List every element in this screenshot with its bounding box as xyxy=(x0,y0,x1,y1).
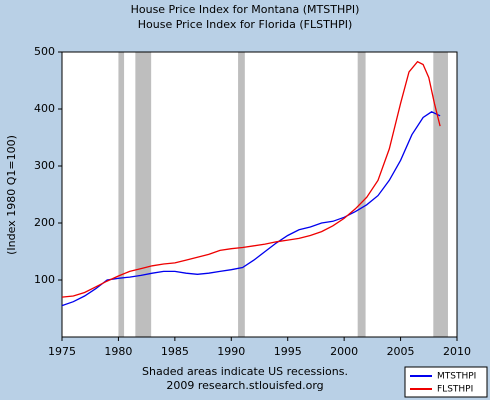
x-tick-label: 1990 xyxy=(217,345,245,358)
chart-title: House Price Index for Montana (MTSTHPI) xyxy=(131,3,360,16)
recession-band xyxy=(433,52,448,337)
plot-area xyxy=(61,51,458,338)
series-line xyxy=(61,111,441,307)
y-tick-label: 200 xyxy=(34,216,55,229)
note: Shaded areas indicate US recessions. xyxy=(142,365,348,378)
x-tick-label: 1995 xyxy=(274,345,302,358)
x-tick-label: 2005 xyxy=(387,345,415,358)
legend-label: FLSTHPI xyxy=(437,385,473,395)
x-tick-label: 1975 xyxy=(48,345,76,358)
y-axis-label: (Index 1980 Q1=100) xyxy=(5,135,18,255)
chart-title: House Price Index for Florida (FLSTHPI) xyxy=(138,18,353,31)
y-tick-label: 500 xyxy=(34,45,55,58)
legend-label: MTSTHPI xyxy=(437,372,476,382)
y-tick-label: 400 xyxy=(34,102,55,115)
legend xyxy=(404,366,488,398)
series-line xyxy=(61,60,441,298)
x-tick-label: 1985 xyxy=(161,345,189,358)
x-tick-label: 2010 xyxy=(443,345,471,358)
recession-band xyxy=(357,52,366,337)
recession-band xyxy=(135,52,152,337)
y-tick-label: 100 xyxy=(34,273,55,286)
y-tick-label: 300 xyxy=(34,159,55,172)
x-tick-label: 1980 xyxy=(104,345,132,358)
recession-band xyxy=(238,52,245,337)
recession-band xyxy=(118,52,125,337)
x-tick-label: 2000 xyxy=(330,345,358,358)
note: 2009 research.stlouisfed.org xyxy=(166,379,323,392)
